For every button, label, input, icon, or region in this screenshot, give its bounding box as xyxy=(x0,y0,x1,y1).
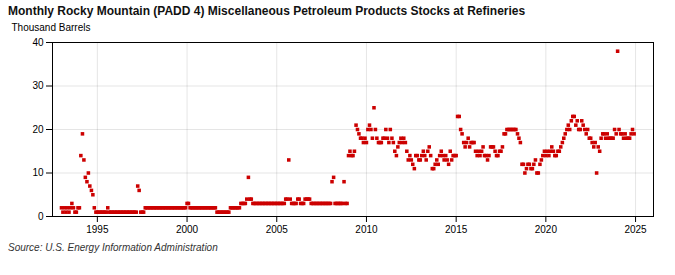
svg-text:2005: 2005 xyxy=(266,224,289,235)
html-text:Monthly Rocky Mountain (PADD 4: Monthly Rocky Mountain (PADD 4) Miscella… xyxy=(8,4,526,18)
svg-text:20: 20 xyxy=(32,124,44,135)
svg-text:Thousand Barrels: Thousand Barrels xyxy=(12,22,91,33)
html-text:Source: U.S. Energy Informatio: Source: U.S. Energy Information Administ… xyxy=(8,242,218,253)
svg-text:1995: 1995 xyxy=(86,224,109,235)
svg-text:30: 30 xyxy=(32,80,44,91)
svg-text:0: 0 xyxy=(38,211,44,222)
svg-text:2015: 2015 xyxy=(445,224,468,235)
svg-text:2010: 2010 xyxy=(355,224,378,235)
svg-text:2025: 2025 xyxy=(624,224,647,235)
svg-text:2000: 2000 xyxy=(176,224,199,235)
svg-text:40: 40 xyxy=(32,37,44,48)
svg-text:2020: 2020 xyxy=(535,224,558,235)
svg-text:10: 10 xyxy=(32,167,44,178)
